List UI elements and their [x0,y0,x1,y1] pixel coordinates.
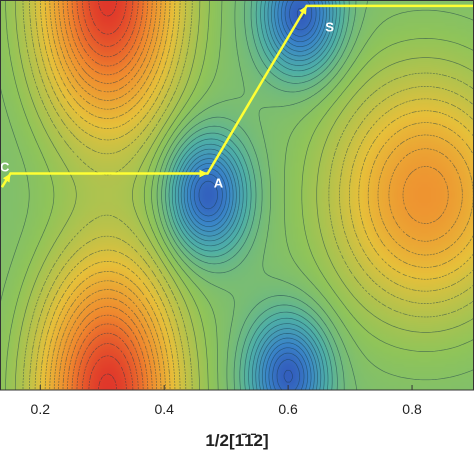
contour-line [39,0,474,390]
contour-line [193,0,317,390]
contour-heatmap [0,0,474,390]
contour-line [71,0,144,390]
contour-line [53,0,463,390]
contour-line [44,0,474,390]
contour-line [62,0,153,390]
path-arrowhead [299,5,307,15]
x-axis-label: 1/2[1̄1̄2] [205,431,268,450]
x-tick-label: 0.2 [31,401,51,417]
contour-line [81,0,134,390]
x-tick-label: 0.6 [278,401,298,417]
contour-line [165,0,350,390]
contour-line [190,0,321,390]
contour-line [29,0,474,390]
path-label-c: C [0,160,10,175]
contour-line [171,0,341,390]
contour-line [198,0,313,390]
contour-line [0,0,474,390]
path-arrowhead [199,169,208,178]
path-arrowhead [2,173,11,183]
contour-line [180,0,331,390]
contour-line [22,0,474,390]
contour-line [177,0,334,390]
contour-line [88,0,127,390]
contour-line [183,0,327,390]
contour-line [98,0,118,390]
transition-path [0,4,474,188]
x-tick-label: 0.4 [154,401,174,417]
contour-line [161,0,357,390]
path-point-labels: C A S [0,19,334,190]
contour-line [49,0,474,390]
x-axis-ticks: 0.2 0.4 0.6 0.8 [31,385,422,417]
contour-line [156,0,369,390]
contour-line [34,0,474,390]
contour-line [14,0,474,390]
contour-line [67,0,149,390]
contour-line [58,0,449,390]
path-label-a: A [214,175,224,190]
contour-line [5,0,474,390]
x-tick-label: 0.8 [402,401,422,417]
contour-line [186,0,324,390]
path-label-s: S [325,19,334,34]
contour-lines [0,0,474,390]
contour-line [76,0,139,390]
contour-line [174,0,337,390]
